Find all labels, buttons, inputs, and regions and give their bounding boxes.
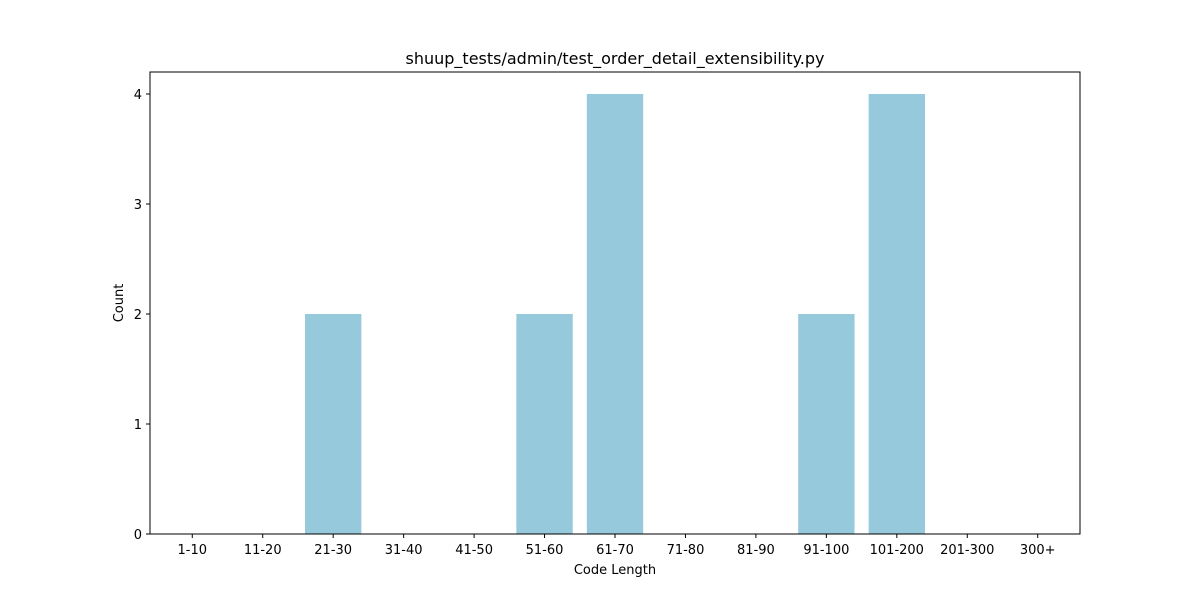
x-tick-label: 81-90 [737,543,775,558]
bar-61-70 [586,94,644,534]
bar-21-30 [305,314,362,534]
y-tick-label: 4 [134,88,142,103]
x-axis-label: Code Length [574,563,656,578]
bars-group [305,94,925,534]
x-tick-label: 21-30 [314,543,352,558]
y-tick-label: 0 [134,528,142,543]
x-axis: 1-10 11-20 21-30 31-40 41-50 51-60 61-70 71-80 8… [178,534,1056,558]
x-tick-label: 31-40 [385,543,423,558]
x-tick-label: 101-200 [870,543,924,558]
x-tick-label: 61-70 [596,543,634,558]
x-tick-label: 51-60 [526,543,564,558]
bar-51-60 [516,314,573,534]
y-tick-label: 2 [134,308,142,323]
x-tick-label: 91-100 [803,543,849,558]
y-axis-label: Count [112,284,127,323]
x-tick-label: 1-10 [178,543,208,558]
bar-91-100 [798,314,855,534]
x-tick-label: 300+ [1020,543,1056,558]
x-tick-label: 71-80 [667,543,705,558]
y-tick-label: 1 [134,418,142,433]
chart-title: shuup_tests/admin/test_order_detail_exte… [406,49,825,69]
bar-101-200 [868,94,925,534]
x-tick-label: 201-300 [940,543,994,558]
x-tick-label: 11-20 [244,543,282,558]
y-tick-label: 3 [134,198,142,213]
y-axis: 0 1 2 3 4 [134,88,150,543]
x-tick-label: 41-50 [455,543,493,558]
